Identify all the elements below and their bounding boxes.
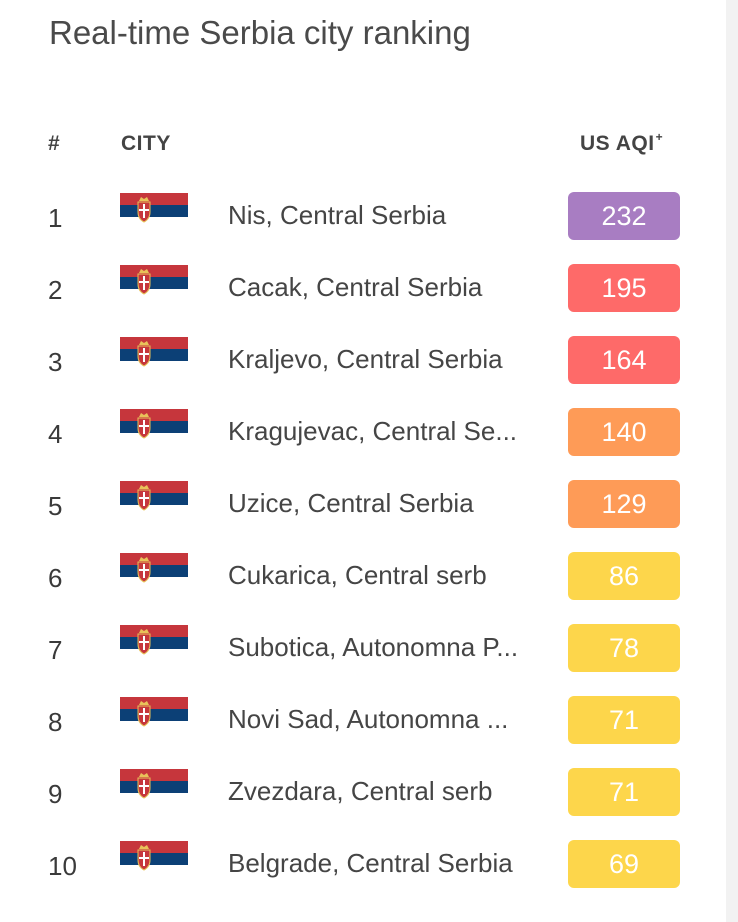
serbia-flag-icon xyxy=(120,409,188,445)
city-link[interactable]: Uzice, Central Serbia xyxy=(228,488,474,518)
rank-number: 2 xyxy=(48,275,63,305)
ranking-table-header: # CITY US AQI+ xyxy=(0,130,726,162)
aqi-badge: 71 xyxy=(568,696,680,744)
serbia-flag-icon xyxy=(120,625,188,661)
serbia-flag-icon xyxy=(120,337,188,373)
serbia-flag-icon xyxy=(120,769,188,805)
rank-column-header: # xyxy=(48,132,61,155)
serbia-flag-icon xyxy=(120,265,188,301)
rank-number: 6 xyxy=(48,563,63,593)
city-link[interactable]: Belgrade, Central Serbia xyxy=(228,848,513,878)
aqi-column-label: US AQI xyxy=(580,132,655,155)
aqi-badge: 78 xyxy=(568,624,680,672)
city-link[interactable]: Nis, Central Serbia xyxy=(228,200,447,230)
rank-number: 7 xyxy=(48,635,63,665)
city-link[interactable]: Subotica, Autonomna P... xyxy=(228,632,519,662)
scrollbar-track[interactable] xyxy=(726,0,738,922)
rank-number: 8 xyxy=(48,707,63,737)
serbia-flag-icon xyxy=(120,841,188,877)
city-column-header: CITY xyxy=(121,132,171,155)
table-row[interactable]: 1 Nis, Central Serbia 232 xyxy=(0,180,726,252)
table-row[interactable]: 4 Kragujevac, Central Se... 140 xyxy=(0,396,726,468)
page-title: Real-time Serbia city ranking xyxy=(49,14,471,51)
aqi-badge: 232 xyxy=(568,192,680,240)
ranking-table: 1 Nis, Central Serbia 232 2 Cacak, Central S… xyxy=(0,180,726,900)
aqi-info-mark[interactable]: + xyxy=(655,130,664,144)
table-row[interactable]: 10 Belgrade, Central Serbia 69 xyxy=(0,828,726,900)
rank-number: 10 xyxy=(48,851,77,881)
aqi-badge: 129 xyxy=(568,480,680,528)
serbia-flag-icon xyxy=(120,697,188,733)
rank-number: 5 xyxy=(48,491,63,521)
city-link[interactable]: Zvezdara, Central serb xyxy=(228,776,493,806)
aqi-badge: 140 xyxy=(568,408,680,456)
rank-number: 4 xyxy=(48,419,63,449)
aqi-badge: 86 xyxy=(568,552,680,600)
city-link[interactable]: Cacak, Central Serbia xyxy=(228,272,483,302)
city-link[interactable]: Cukarica, Central serb xyxy=(228,560,487,590)
aqi-badge: 164 xyxy=(568,336,680,384)
city-link[interactable]: Kragujevac, Central Se... xyxy=(228,416,518,446)
serbia-flag-icon xyxy=(120,553,188,589)
serbia-flag-icon xyxy=(120,193,188,229)
table-row[interactable]: 3 Kraljevo, Central Serbia 164 xyxy=(0,324,726,396)
table-row[interactable]: 5 Uzice, Central Serbia 129 xyxy=(0,468,726,540)
table-row[interactable]: 7 Subotica, Autonomna P... 78 xyxy=(0,612,726,684)
aqi-badge: 195 xyxy=(568,264,680,312)
rank-number: 9 xyxy=(48,779,63,809)
table-row[interactable]: 8 Novi Sad, Autonomna ... 71 xyxy=(0,684,726,756)
table-row[interactable]: 2 Cacak, Central Serbia 195 xyxy=(0,252,726,324)
city-link[interactable]: Novi Sad, Autonomna ... xyxy=(228,704,509,734)
rank-number: 1 xyxy=(48,203,63,233)
city-link[interactable]: Kraljevo, Central Serbia xyxy=(228,344,503,374)
table-row[interactable]: 6 Cukarica, Central serb 86 xyxy=(0,540,726,612)
aqi-badge: 71 xyxy=(568,768,680,816)
rank-number: 3 xyxy=(48,347,63,377)
aqi-column-header[interactable]: US AQI+ xyxy=(580,130,664,156)
aqi-badge: 69 xyxy=(568,840,680,888)
table-row[interactable]: 9 Zvezdara, Central serb 71 xyxy=(0,756,726,828)
serbia-flag-icon xyxy=(120,481,188,517)
